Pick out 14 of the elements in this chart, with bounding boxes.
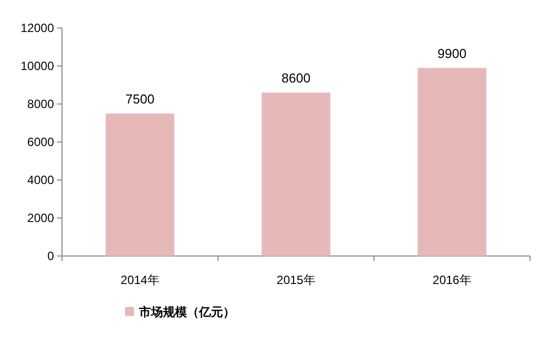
legend-label: 市场规模（亿元） <box>138 305 235 319</box>
y-tick-label: 0 <box>47 249 54 263</box>
data-label: 8600 <box>282 70 310 86</box>
y-tick-label: 2000 <box>27 211 54 225</box>
x-tick-label: 2014年 <box>120 273 160 287</box>
y-tick-label: 8000 <box>27 97 54 111</box>
y-tick-label: 4000 <box>27 173 54 187</box>
y-tick-label: 6000 <box>27 135 54 149</box>
y-tick-label: 10000 <box>20 59 54 73</box>
y-tick-label: 12000 <box>20 21 54 35</box>
x-tick-label: 2016年 <box>432 273 472 287</box>
data-label: 7500 <box>126 92 154 106</box>
data-label: 9900 <box>438 46 466 61</box>
x-tick-label: 2015年 <box>276 273 316 287</box>
